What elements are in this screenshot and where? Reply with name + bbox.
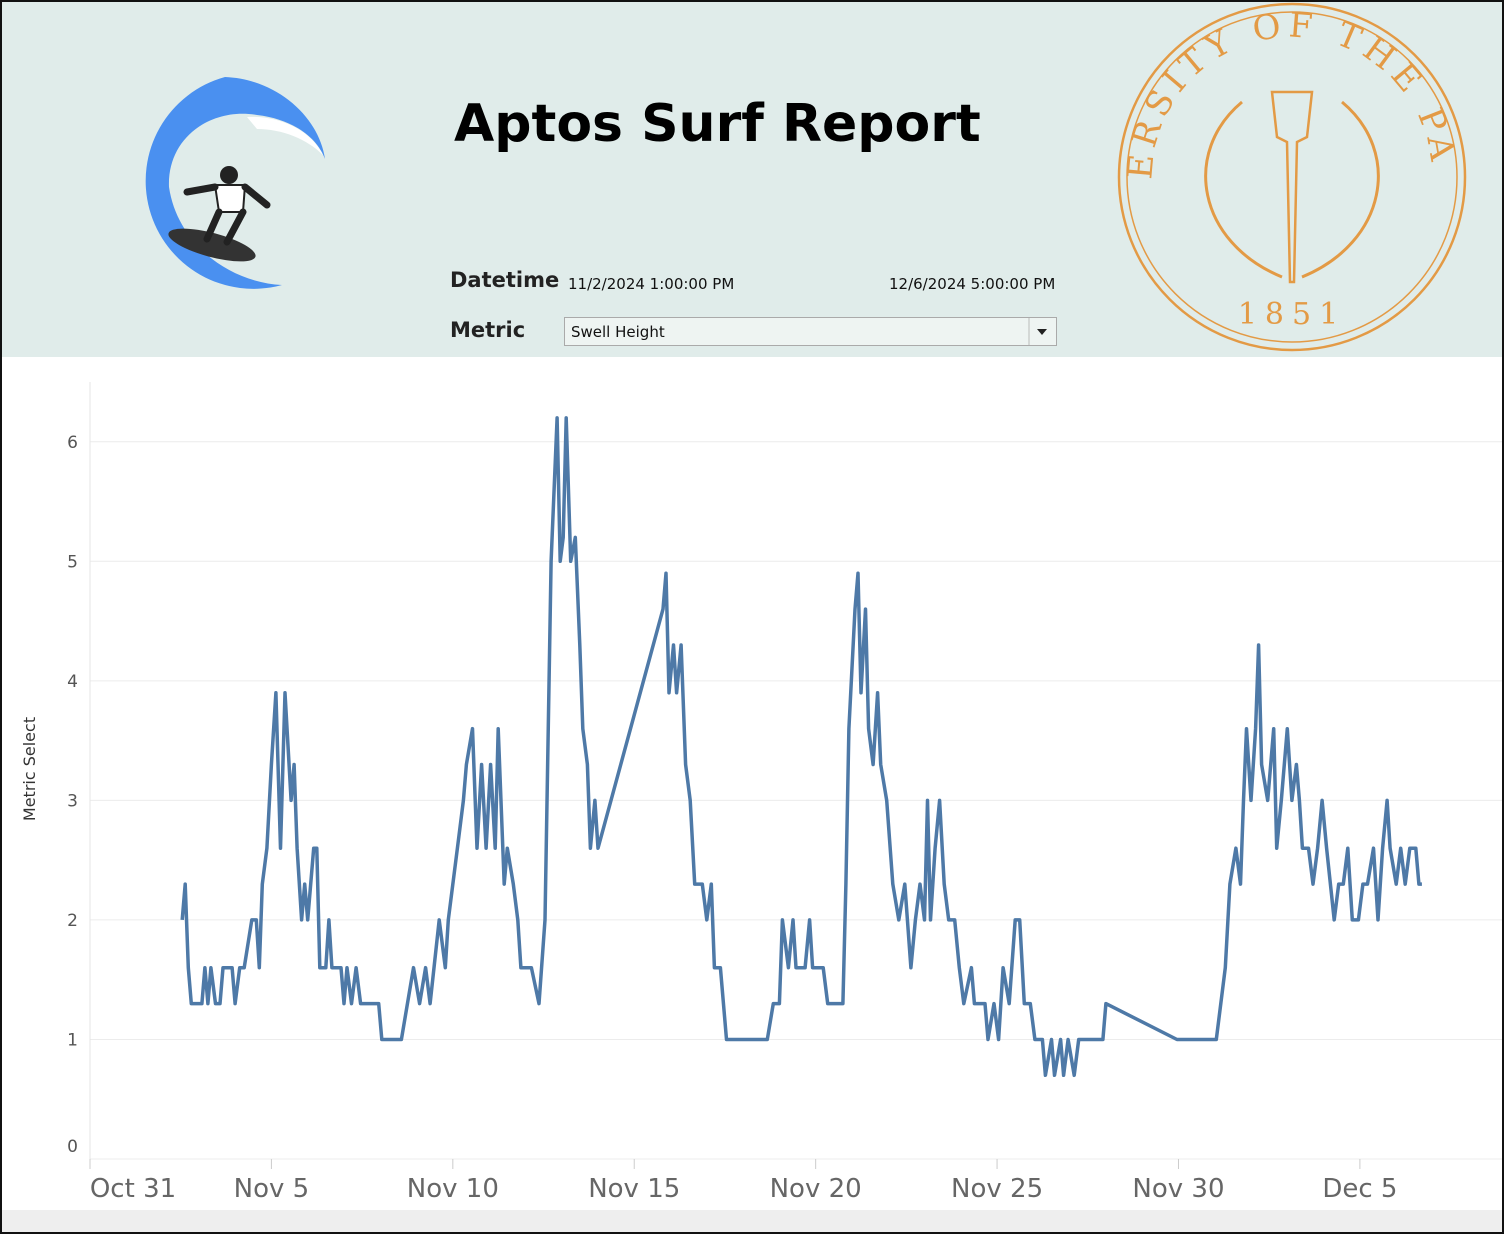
- wave: [145, 77, 325, 289]
- x-tick-label: Dec 5: [1322, 1174, 1397, 1204]
- y-tick-label: 3: [67, 791, 78, 811]
- filter-label: Metric: [450, 318, 526, 342]
- y-tick-label: 1: [67, 1030, 78, 1050]
- x-tick-label: Nov 15: [588, 1174, 680, 1204]
- laurel: [1204, 100, 1380, 279]
- university-seal: UNIVERSITY OF THE PACIFIC 1851: [1112, 2, 1467, 352]
- filter-label: Datetime: [450, 268, 560, 292]
- footer-bar: [2, 1210, 1502, 1232]
- y-axis-title: Metric Select: [20, 717, 39, 821]
- date-end[interactable]: 12/6/2024 5:00:00 PM: [889, 275, 1056, 293]
- y-tick-label: 4: [67, 672, 78, 692]
- surf-logo: [145, 77, 325, 289]
- chart: Metric Select 0 1 2 3 4 5 6 Oct 31 Nov 5 Nov 10 No…: [20, 382, 1502, 1204]
- dropdown-value: Swell Height: [571, 323, 665, 341]
- data-line: [180, 416, 1422, 1078]
- date-start[interactable]: 11/2/2024 1:00:00 PM: [568, 275, 735, 293]
- surfer-limbs: [183, 183, 271, 246]
- seal-year: 1851: [1238, 297, 1346, 332]
- y-tick-label: 5: [67, 552, 78, 572]
- y-tick-label: 2: [67, 911, 78, 931]
- y-tick-label: 0: [67, 1137, 78, 1157]
- title: Aptos Surf Report: [454, 94, 981, 154]
- surfboard: [168, 228, 256, 262]
- torch: [1270, 90, 1314, 284]
- x-tick-label: Nov 25: [951, 1174, 1043, 1204]
- surfer-body: [213, 184, 247, 213]
- x-tick-label: Oct 31: [90, 1174, 176, 1204]
- x-tick-label: Nov 30: [1132, 1174, 1224, 1204]
- metric-dropdown[interactable]: Swell Height: [564, 317, 1057, 346]
- y-tick-label: 6: [67, 433, 78, 453]
- wave-crest: [247, 116, 323, 155]
- x-tick-label: Nov 20: [770, 1174, 862, 1204]
- x-tick-label: Nov 5: [234, 1174, 310, 1204]
- dropdown-arrow: [1028, 318, 1047, 345]
- surfer-head: [220, 166, 238, 184]
- header: Aptos Surf Report Datetime 11/2/2024 1:0…: [2, 2, 1502, 357]
- x-tick-label: Nov 10: [407, 1174, 499, 1204]
